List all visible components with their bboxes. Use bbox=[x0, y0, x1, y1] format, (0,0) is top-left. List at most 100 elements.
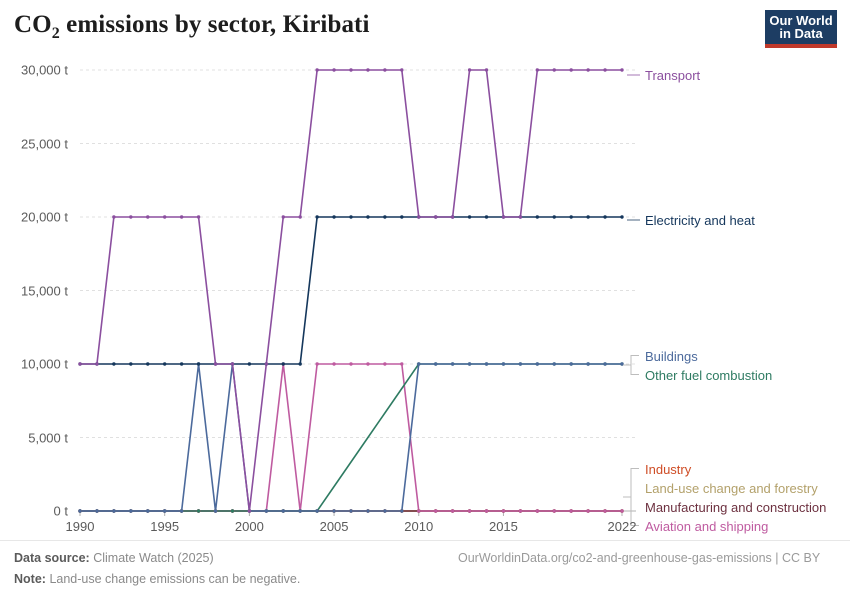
legend-label-buildings[interactable]: Buildings bbox=[645, 348, 698, 364]
data-point[interactable] bbox=[196, 362, 201, 366]
data-point[interactable] bbox=[332, 362, 336, 366]
data-point[interactable] bbox=[501, 362, 506, 366]
data-point[interactable] bbox=[112, 509, 116, 513]
data-point[interactable] bbox=[467, 362, 472, 366]
data-point[interactable] bbox=[349, 215, 353, 219]
data-point[interactable] bbox=[467, 509, 472, 513]
data-point[interactable] bbox=[433, 215, 438, 219]
data-point[interactable] bbox=[366, 215, 370, 219]
legend-label-manufacturing-and-construction[interactable]: Manufacturing and construction bbox=[645, 499, 827, 515]
data-point[interactable] bbox=[484, 215, 489, 219]
legend-label-industry[interactable]: Industry bbox=[645, 461, 692, 477]
data-point[interactable] bbox=[247, 362, 252, 366]
data-point[interactable] bbox=[213, 509, 218, 513]
data-point[interactable] bbox=[332, 68, 336, 72]
legend-label-electricity-and-heat[interactable]: Electricity and heat bbox=[645, 213, 755, 228]
data-point[interactable] bbox=[112, 215, 116, 219]
data-point[interactable] bbox=[535, 68, 540, 72]
data-point[interactable] bbox=[484, 68, 489, 72]
data-point[interactable] bbox=[349, 509, 353, 513]
data-point[interactable] bbox=[78, 362, 82, 366]
data-point[interactable] bbox=[467, 215, 472, 219]
data-point[interactable] bbox=[400, 68, 404, 72]
series-markers-group[interactable] bbox=[78, 68, 624, 513]
owid-url-license[interactable]: OurWorldinData.org/co2-and-greenhouse-ga… bbox=[458, 551, 821, 565]
data-point[interactable] bbox=[332, 215, 336, 219]
data-point[interactable] bbox=[552, 68, 556, 72]
data-point[interactable] bbox=[620, 362, 624, 366]
data-point[interactable] bbox=[603, 509, 607, 513]
legend-label-aviation-and-shipping[interactable]: Aviation and shipping bbox=[645, 518, 769, 534]
data-point[interactable] bbox=[196, 509, 201, 513]
data-point[interactable] bbox=[349, 362, 353, 366]
data-point[interactable] bbox=[535, 362, 540, 366]
data-point[interactable] bbox=[366, 509, 370, 513]
data-point[interactable] bbox=[467, 68, 472, 72]
data-point[interactable] bbox=[518, 215, 523, 219]
data-point[interactable] bbox=[569, 509, 573, 513]
legend-label-land-use-change-and-forestry[interactable]: Land-use change and forestry bbox=[645, 480, 818, 496]
data-point[interactable] bbox=[400, 215, 404, 219]
data-point[interactable] bbox=[179, 509, 184, 513]
data-point[interactable] bbox=[162, 362, 167, 366]
data-point[interactable] bbox=[112, 362, 116, 366]
data-point[interactable] bbox=[281, 509, 285, 513]
data-point[interactable] bbox=[264, 362, 269, 366]
data-point[interactable] bbox=[315, 509, 319, 513]
data-point[interactable] bbox=[383, 68, 387, 72]
chart-plot-area[interactable]: 0 t 5,000 t 10,000 t 15,000 t 20,000 t 25,000… bbox=[0, 58, 850, 536]
data-point[interactable] bbox=[196, 215, 201, 219]
data-point[interactable] bbox=[129, 215, 133, 219]
data-point[interactable] bbox=[332, 509, 336, 513]
data-point[interactable] bbox=[230, 362, 235, 366]
data-point[interactable] bbox=[501, 509, 506, 513]
data-point[interactable] bbox=[603, 215, 607, 219]
data-point[interactable] bbox=[518, 509, 523, 513]
data-point[interactable] bbox=[281, 362, 285, 366]
data-point[interactable] bbox=[129, 362, 133, 366]
data-point[interactable] bbox=[366, 68, 370, 72]
data-point[interactable] bbox=[620, 509, 624, 513]
data-point[interactable] bbox=[433, 509, 438, 513]
data-point[interactable] bbox=[586, 509, 590, 513]
data-point[interactable] bbox=[298, 362, 302, 366]
data-point[interactable] bbox=[383, 509, 387, 513]
data-point[interactable] bbox=[484, 362, 489, 366]
legend-label-transport[interactable]: Transport bbox=[645, 68, 701, 83]
data-point[interactable] bbox=[620, 68, 624, 72]
data-point[interactable] bbox=[383, 215, 387, 219]
data-point[interactable] bbox=[78, 509, 82, 513]
data-point[interactable] bbox=[552, 362, 556, 366]
data-point[interactable] bbox=[146, 215, 150, 219]
data-point[interactable] bbox=[179, 362, 184, 366]
data-point[interactable] bbox=[230, 509, 235, 513]
data-point[interactable] bbox=[417, 362, 421, 366]
data-point[interactable] bbox=[417, 215, 421, 219]
data-point[interactable] bbox=[162, 215, 167, 219]
data-point[interactable] bbox=[315, 362, 319, 366]
data-point[interactable] bbox=[162, 509, 167, 513]
legend-label-other-fuel-combustion[interactable]: Other fuel combustion bbox=[645, 367, 773, 383]
data-point[interactable] bbox=[146, 509, 150, 513]
data-point[interactable] bbox=[315, 215, 319, 219]
data-point[interactable] bbox=[315, 68, 319, 72]
data-point[interactable] bbox=[349, 68, 353, 72]
data-point[interactable] bbox=[552, 215, 556, 219]
line-chart-svg[interactable] bbox=[0, 58, 850, 536]
data-point[interactable] bbox=[603, 68, 607, 72]
data-point[interactable] bbox=[450, 215, 455, 219]
data-point[interactable] bbox=[586, 215, 590, 219]
data-point[interactable] bbox=[586, 68, 590, 72]
data-point[interactable] bbox=[366, 362, 370, 366]
data-point[interactable] bbox=[179, 215, 184, 219]
data-point[interactable] bbox=[620, 215, 624, 219]
data-point[interactable] bbox=[383, 362, 387, 366]
data-point[interactable] bbox=[535, 215, 540, 219]
data-point[interactable] bbox=[501, 215, 506, 219]
data-point[interactable] bbox=[146, 362, 150, 366]
data-point[interactable] bbox=[450, 509, 455, 513]
data-point[interactable] bbox=[400, 509, 404, 513]
data-point[interactable] bbox=[484, 509, 489, 513]
data-point[interactable] bbox=[552, 509, 556, 513]
data-point[interactable] bbox=[298, 215, 302, 219]
